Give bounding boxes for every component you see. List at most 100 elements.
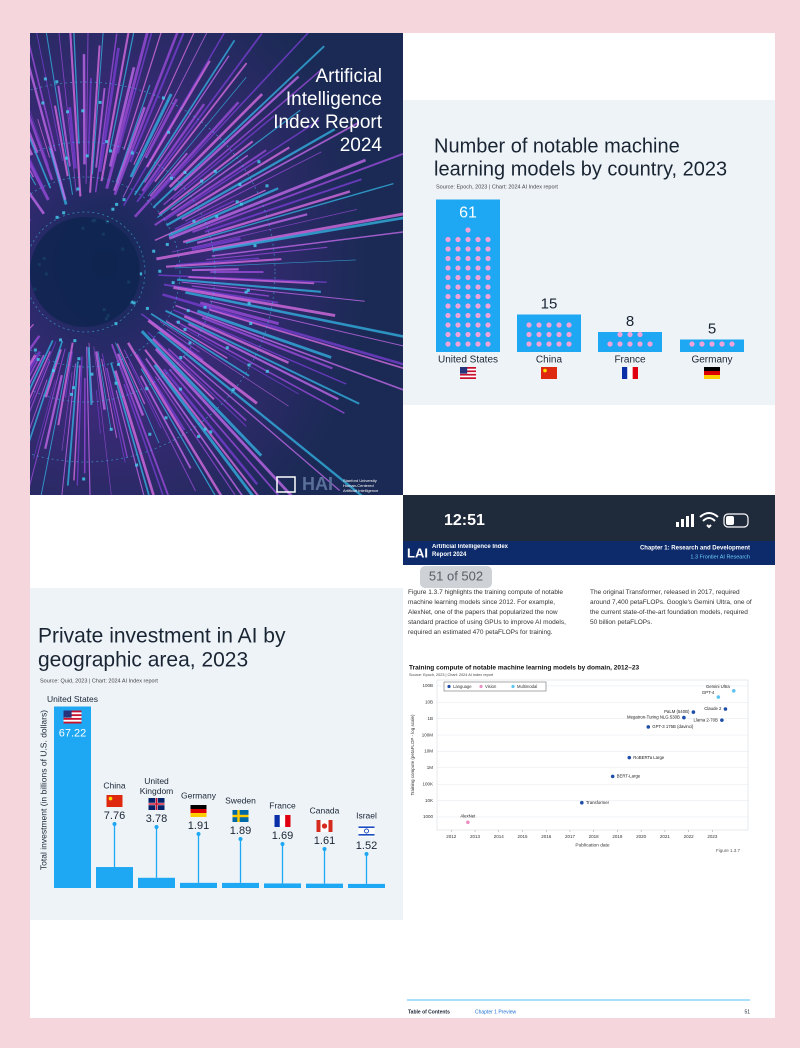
cover-pixel [51,369,55,373]
cover-ray [168,187,279,237]
cover-pixel [114,322,118,326]
cover-ring [30,211,146,333]
flag-part [63,717,82,720]
x-tick-label: 2014 [494,834,505,839]
model-dot [475,341,481,347]
cover-ring [30,141,216,403]
cover-pixel [117,362,121,366]
value-label: 3.78 [146,813,167,825]
cover-ray [174,259,356,269]
category-label: China [103,780,125,790]
cover-ray [182,355,341,491]
cover-pixel [171,281,175,285]
cover-ray [133,101,240,218]
cover-pixel [130,300,134,304]
cover-ray [159,321,289,407]
cover-ray [205,246,328,261]
chart-source: Source: Quid, 2023 | Chart: 2024 AI Inde… [40,678,158,684]
model-dot [475,274,481,281]
cover-ray [167,348,247,422]
cover-pixel [90,372,94,376]
cover-pixel [152,249,156,253]
battery-level [726,516,734,525]
model-dot [627,341,633,347]
cover-pixel [105,140,109,144]
cover-ray [180,325,299,395]
value-label: 61 [459,205,477,222]
cover-ray [175,257,260,266]
cover-ray [141,103,206,192]
footer-link: Chapter 1 Preview [475,1009,517,1015]
cover-pixel [135,463,139,467]
bar [348,883,385,888]
flag-part [704,367,720,371]
cover-ray [196,309,332,359]
cover-pixel [238,183,242,187]
flag [316,820,333,832]
flag-part [358,825,375,837]
cover-pixel [257,160,261,164]
data-point [627,755,632,760]
category-label: Germany [691,355,732,366]
model-dot [689,341,695,347]
legend-swatch [511,684,515,689]
cover-pixel [77,357,81,361]
cover-ray [123,33,162,150]
cover-ray [163,283,279,304]
flag [622,367,638,379]
cover-ray [152,33,309,200]
flag-part [155,798,158,810]
model-dot [455,255,461,262]
cover-pixel [164,416,168,420]
paragraph-box: The original Transformer, released in 20… [590,589,752,626]
cover-ray [33,379,56,460]
cover-pupil [30,217,140,327]
cover-art [30,33,403,495]
cover-ray [116,343,146,405]
cover-ray [140,368,216,495]
cover-ray [185,182,394,244]
cover-ray [166,258,282,268]
section-title: 1.3 Frontier AI Research [690,554,750,560]
category-label: Israel [356,810,377,820]
model-dot [536,331,542,338]
flag-part [316,820,321,832]
bar [306,883,343,888]
model-dot [465,312,471,319]
category-label: Germany [181,790,217,800]
cover-ray [123,33,226,206]
model-dot [526,341,532,347]
cover-pixel [247,301,251,305]
model-dot [465,331,471,338]
signal-bar [681,519,684,527]
chart-title: learning models by country, 2023 [434,158,727,180]
value-label: 15 [541,295,558,312]
data-point [731,689,736,693]
y-axis-label: Training compute (petaFLOP - log scale) [410,714,415,796]
category-label: China [536,355,563,366]
cover-ray [30,348,66,487]
bar [96,867,133,888]
flag [460,367,476,379]
model-dot [465,227,471,233]
cover-ray [44,374,63,449]
data-point [646,725,651,729]
value-label: 1.61 [314,835,335,847]
cover-ray [44,348,62,398]
model-dot [617,331,623,338]
flag [232,810,249,822]
model-dot [485,303,491,309]
cover-ray [127,342,223,495]
model-dot [455,312,461,319]
cover-ray [188,276,315,285]
legend-label: Language [453,684,472,689]
cover-ray [154,376,236,495]
cover-ray [66,361,79,486]
y-axis-label: Total investment (in billions of U.S. do… [38,710,48,870]
cover-ray [173,285,336,318]
cover-pixel [192,219,196,223]
cover-ray [36,33,64,162]
cover-ring [30,81,276,463]
model-dot [526,322,532,328]
cover-ray [69,33,82,197]
